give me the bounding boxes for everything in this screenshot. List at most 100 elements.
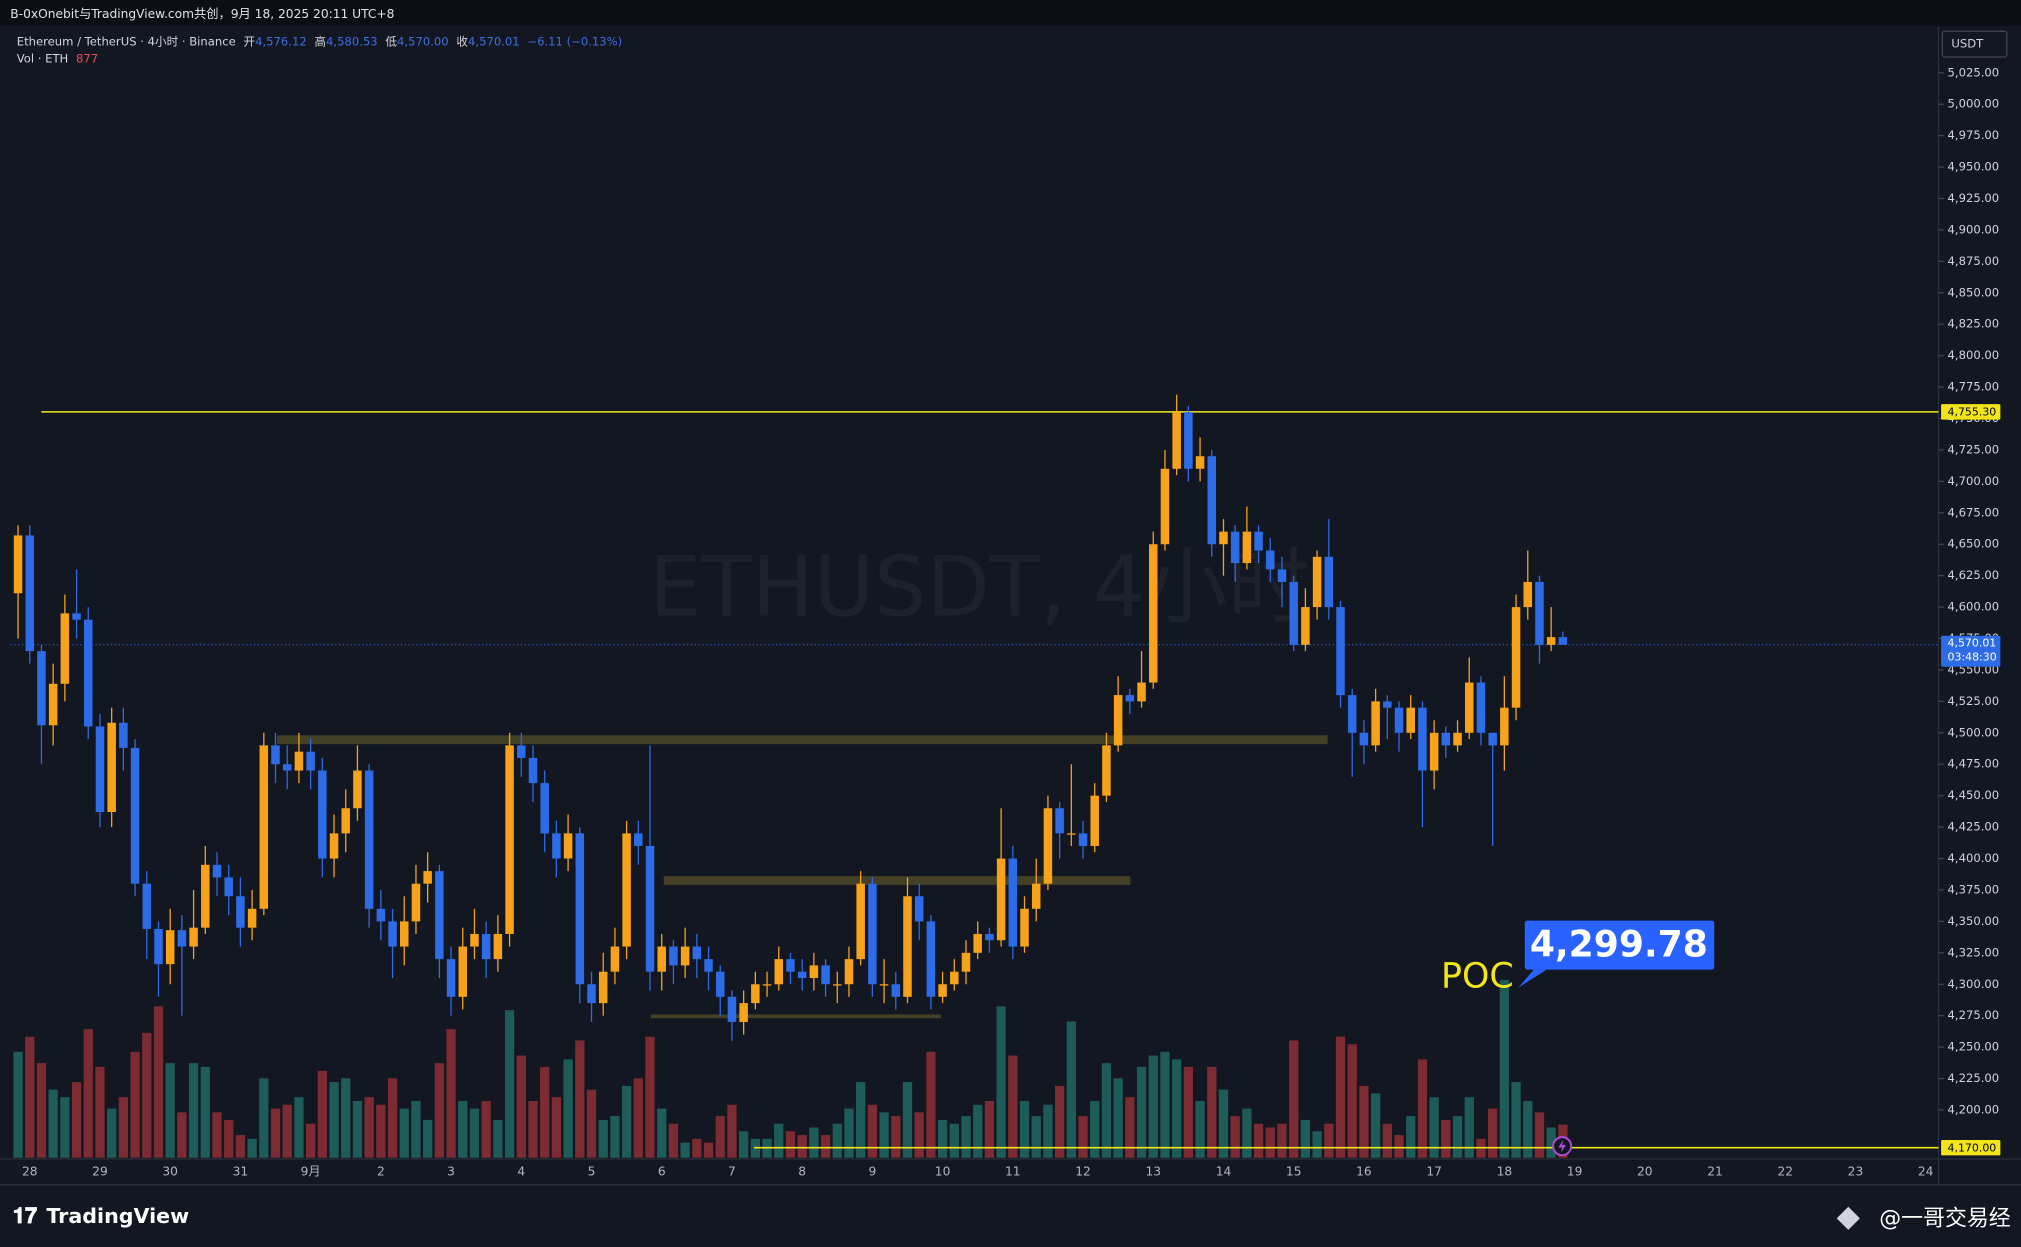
watermark: ETHUSDT, 4小时	[649, 540, 1310, 636]
candle-body	[282, 764, 292, 771]
candle-body	[1441, 732, 1451, 746]
candle-body	[634, 833, 643, 846]
candle-body	[622, 833, 631, 947]
volume-bar	[1312, 1131, 1322, 1158]
x-tick-label: 30	[162, 1164, 178, 1178]
volume-bar	[212, 1112, 222, 1158]
volume-bar	[376, 1104, 386, 1158]
x-tick-label: 8	[798, 1164, 806, 1178]
candle-body	[1359, 732, 1369, 746]
candle-body	[1394, 707, 1404, 733]
candle-body	[72, 613, 81, 620]
candle-body	[493, 933, 503, 960]
volume-bar	[469, 1108, 480, 1158]
volume-bar	[1043, 1104, 1053, 1158]
volume-bar	[1394, 1135, 1404, 1158]
candle-body	[879, 984, 889, 986]
volume-bar	[1113, 1078, 1123, 1158]
volume-bar	[1499, 979, 1509, 1158]
candle-body	[973, 933, 982, 953]
volume-bar	[282, 1104, 292, 1158]
candle-body	[926, 921, 936, 997]
candle-body	[1511, 607, 1521, 708]
volume-bar	[1207, 1066, 1217, 1158]
candle-body	[704, 959, 713, 972]
y-tick-label: 4,250.00	[1948, 1040, 2000, 1054]
candle-body	[1031, 883, 1041, 909]
volume-bar	[1452, 1116, 1463, 1158]
volume-bar	[610, 1116, 620, 1158]
x-tick-label: 29	[92, 1164, 108, 1178]
volume-bar	[71, 1082, 82, 1158]
candle-body	[1149, 544, 1158, 683]
x-tick-label: 10	[935, 1164, 951, 1178]
volume-bar	[142, 1032, 152, 1158]
volume-bar	[633, 1078, 643, 1158]
volume-bar	[13, 1051, 23, 1158]
candle-body	[680, 946, 690, 966]
candle-body	[236, 896, 245, 928]
candle-body	[329, 833, 339, 859]
volume-bar	[832, 1123, 842, 1158]
volume-bar	[1054, 1085, 1065, 1158]
candle-body	[1125, 695, 1135, 702]
volume-bar	[95, 1066, 105, 1158]
volume-bar	[516, 1055, 526, 1158]
volume-bar	[458, 1100, 468, 1158]
volume-bar	[446, 1029, 456, 1158]
candle-body	[470, 933, 479, 947]
candle-body	[575, 833, 585, 985]
candle-body	[130, 747, 140, 884]
candle-body	[914, 896, 924, 922]
y-tick-label: 4,500.00	[1948, 725, 2000, 739]
volume-bar	[692, 1138, 702, 1158]
candle-body	[598, 971, 608, 1004]
volume-bar	[235, 1135, 246, 1158]
candle-body	[739, 1003, 748, 1022]
candle-body	[868, 883, 877, 985]
candle-body	[154, 928, 163, 965]
countdown: 03:48:30	[1948, 651, 1997, 664]
volume-bar	[844, 1108, 854, 1158]
candle-body	[1535, 581, 1544, 645]
volume-bar	[305, 1123, 316, 1158]
volume-bar	[317, 1070, 327, 1158]
volume-bar	[294, 1097, 304, 1158]
volume-bar	[575, 1040, 585, 1158]
volume-bar	[1195, 1100, 1205, 1158]
volume-bar	[785, 1131, 796, 1158]
candle-body	[563, 833, 573, 859]
volume-bar	[1265, 1127, 1275, 1158]
y-tick-label: 5,000.00	[1948, 97, 2000, 111]
candle-body	[1464, 682, 1474, 733]
candle-body	[1055, 808, 1064, 834]
x-tick-label: 24	[1918, 1164, 1934, 1178]
x-tick-label: 28	[22, 1164, 38, 1178]
y-tick-label: 4,300.00	[1948, 977, 2000, 991]
candle-body	[1090, 795, 1099, 846]
candle-body	[1184, 412, 1193, 469]
candle-body	[1219, 531, 1228, 545]
last-price-label: 4,570.01	[1948, 637, 1997, 650]
candle-body	[1207, 456, 1217, 545]
volume-bar	[329, 1082, 339, 1158]
volume-bar	[856, 1082, 866, 1158]
o: 4,576.12	[255, 34, 307, 48]
candle-body	[1289, 581, 1298, 645]
volume-bar	[1148, 1055, 1158, 1158]
candle-body	[540, 783, 549, 834]
volume-bar	[1078, 1116, 1088, 1158]
candle-body	[48, 683, 58, 726]
volume-bar	[996, 1006, 1006, 1158]
candle-body	[751, 984, 760, 1004]
x-tick-label: 6	[658, 1164, 666, 1178]
volume-bar	[247, 1138, 257, 1158]
x-tick-label: 21	[1707, 1164, 1723, 1178]
candle-body	[1406, 707, 1415, 733]
volume-bar	[680, 1142, 690, 1158]
candle-body	[903, 896, 912, 997]
candle-body	[587, 984, 596, 1004]
currency-box[interactable]	[1941, 30, 2008, 58]
candle-body	[107, 722, 116, 813]
volume-bar	[118, 1097, 129, 1158]
